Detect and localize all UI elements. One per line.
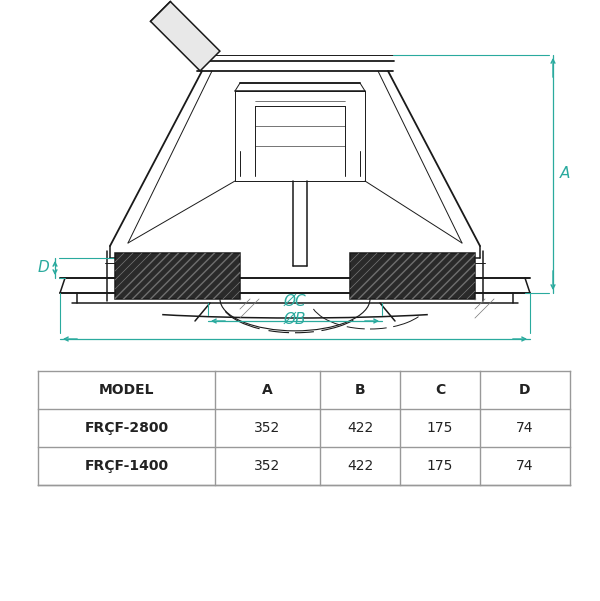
Text: 74: 74 xyxy=(516,459,534,473)
Text: 175: 175 xyxy=(427,421,453,435)
Text: C: C xyxy=(435,383,445,397)
Text: B: B xyxy=(355,383,365,397)
Text: 352: 352 xyxy=(254,421,281,435)
Text: 422: 422 xyxy=(347,459,373,473)
Text: FRÇF-1400: FRÇF-1400 xyxy=(85,459,169,473)
Text: 74: 74 xyxy=(516,421,534,435)
Text: A: A xyxy=(262,383,273,397)
Text: 352: 352 xyxy=(254,459,281,473)
Polygon shape xyxy=(151,2,220,71)
Bar xyxy=(115,253,240,299)
Text: 422: 422 xyxy=(347,421,373,435)
Text: MODEL: MODEL xyxy=(99,383,154,397)
Text: ØB: ØB xyxy=(284,312,306,327)
Bar xyxy=(350,253,475,299)
Text: A: A xyxy=(560,166,570,182)
Text: FRÇF-2800: FRÇF-2800 xyxy=(85,421,169,435)
Text: 175: 175 xyxy=(427,459,453,473)
Text: D: D xyxy=(519,383,531,397)
Text: D: D xyxy=(37,260,49,275)
Text: ØC: ØC xyxy=(284,294,307,309)
